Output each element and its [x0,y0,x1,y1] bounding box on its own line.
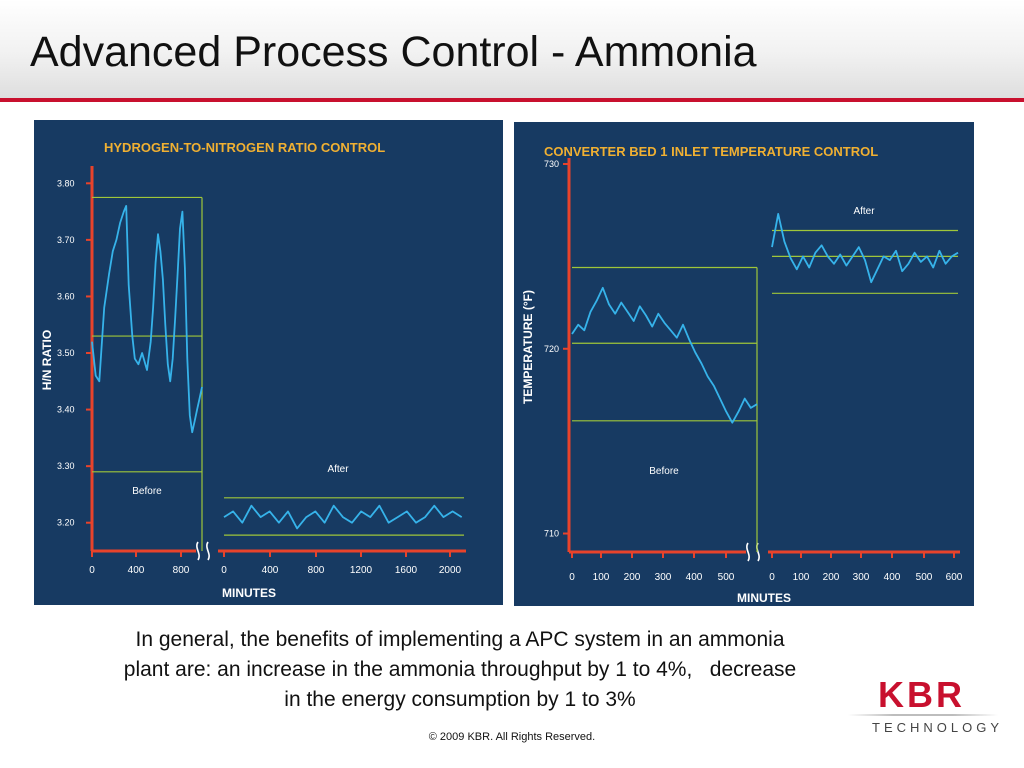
x-tick-label: 300 [853,572,870,583]
series-label-before: Before [649,466,679,477]
copyright-notice: © 2009 KBR. All Rights Reserved. [428,731,596,743]
caption-line-3: in the energy consumption by 1 to 3% [284,688,636,711]
x-tick-label: 400 [686,572,703,583]
kbr-logo: KBR TECHNOLOGY [848,672,999,742]
chart-title: HYDROGEN-TO-NITROGEN RATIO CONTROL [104,140,385,155]
x-tick-label: 800 [308,565,325,576]
axis-break-mark [196,541,210,561]
x-tick-label: 200 [624,572,641,583]
y-tick-label: 3.60 [57,291,75,301]
caption: In general, the benefits of implementing… [40,625,880,715]
x-tick-label: 1200 [350,565,373,576]
x-tick-label: 400 [884,572,901,583]
y-tick-label: 3.40 [57,405,75,415]
series-line-before [91,205,203,434]
x-tick-label: 400 [262,565,279,576]
y-tick-label: 3.50 [57,348,75,358]
x-tick-label: 200 [823,572,840,583]
y-axis-label: TEMPERATURE (°F) [521,290,535,404]
x-axis-label: MINUTES [222,586,276,600]
series-label-before: Before [132,486,162,497]
x-tick-label: 0 [569,572,575,583]
y-tick-label: 730 [544,159,559,169]
x-tick-label: 800 [173,565,190,576]
series-line-after [223,504,463,530]
y-tick-label: 710 [544,529,559,539]
x-axis-label: MINUTES [737,591,791,605]
x-tick-label: 0 [221,565,227,576]
x-tick-label: 0 [89,565,95,576]
x-tick-label: 2000 [439,565,462,576]
caption-line-1: In general, the benefits of implementing… [135,628,785,651]
y-axis-label: H/N RATIO [40,330,54,390]
y-tick-label: 3.70 [57,235,75,245]
x-tick-label: 600 [946,572,963,583]
hn-ratio-chart: HYDROGEN-TO-NITROGEN RATIO CONTROL 3.80 3.… [34,120,503,605]
logo-divider [848,714,998,716]
x-tick-label: 0 [769,572,775,583]
title-bar: Advanced Process Control - Ammonia [0,0,1024,98]
series-line-before [571,286,758,424]
series-line-after [771,213,959,284]
x-tick-label: 300 [655,572,672,583]
caption-line-2: plant are: an increase in the ammonia th… [123,658,797,681]
temperature-chart: CONVERTER BED 1 INLET TEMPERATURE CONTRO… [514,122,974,606]
x-tick-label: 500 [718,572,735,583]
x-tick-label: 100 [593,572,610,583]
y-tick-label: 3.30 [57,461,75,471]
series-label-after: After [853,206,875,217]
x-tick-label: 1600 [395,565,418,576]
x-tick-label: 500 [916,572,933,583]
x-tick-label: 100 [793,572,810,583]
y-tick-label: 3.20 [57,518,75,528]
series-label-after: After [327,464,349,475]
y-tick-label: 3.80 [57,178,75,188]
title-rule [0,98,1024,102]
logo-wordmark: KBR [878,674,965,715]
x-tick-label: 400 [128,565,145,576]
chart-title: CONVERTER BED 1 INLET TEMPERATURE CONTRO… [544,144,878,159]
y-tick-label: 720 [544,344,559,354]
slide-title: Advanced Process Control - Ammonia [30,28,757,76]
logo-subtitle: TECHNOLOGY [872,720,1004,735]
